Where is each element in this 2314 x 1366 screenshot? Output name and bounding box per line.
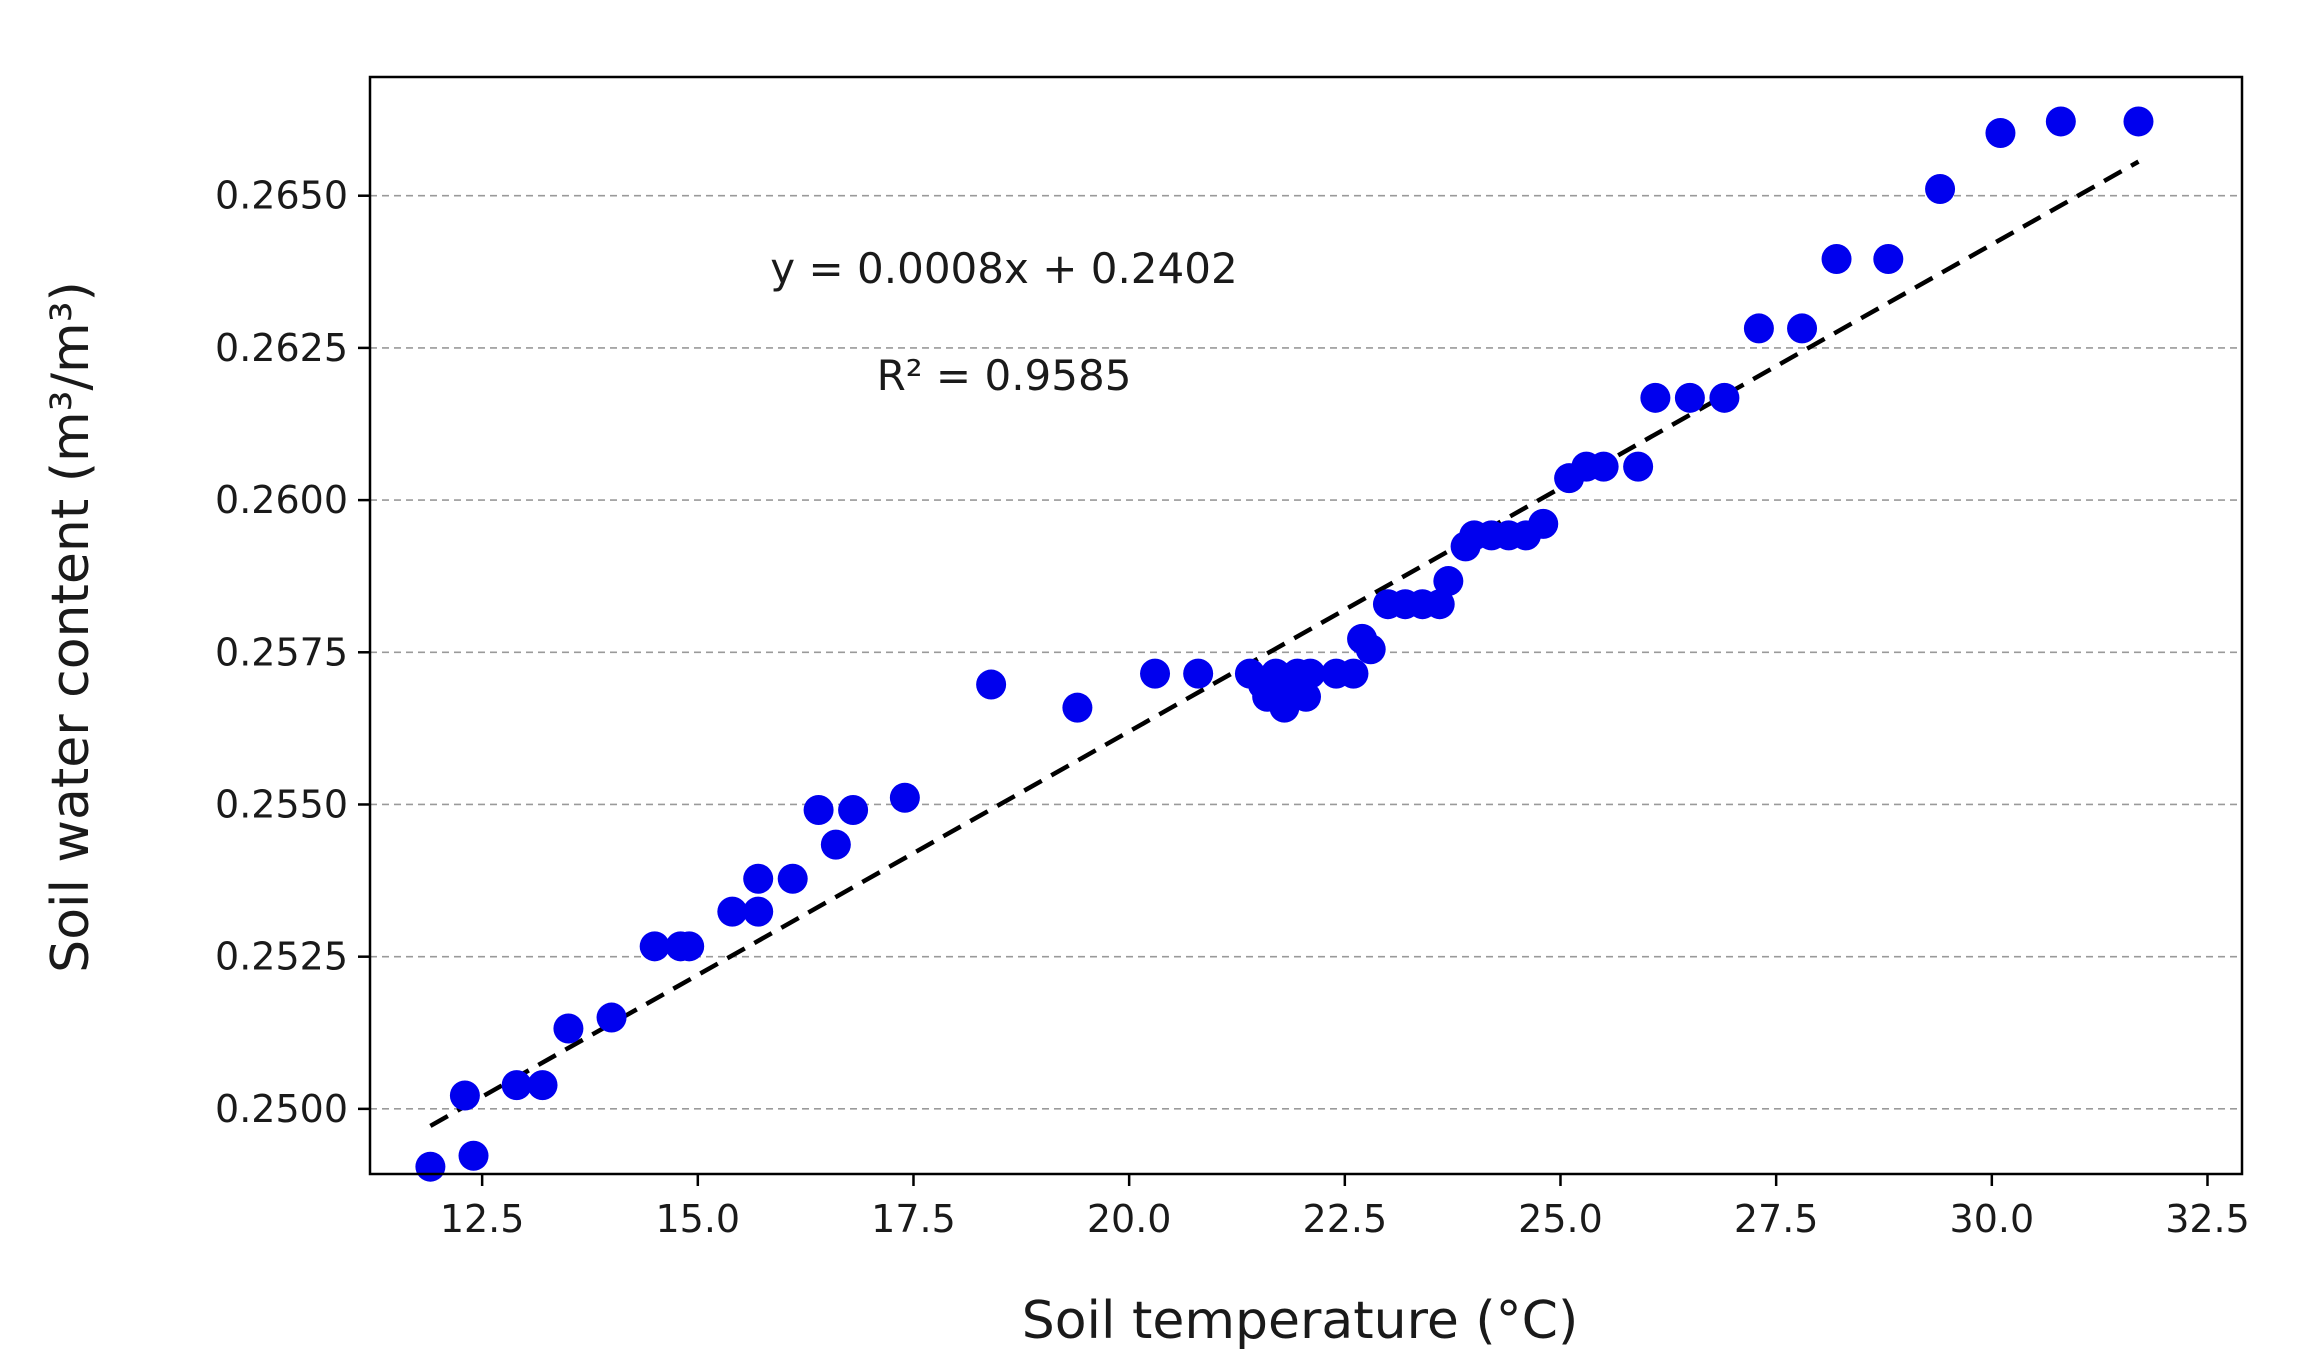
data-point: [889, 782, 920, 813]
r-squared: R² = 0.9585: [877, 351, 1132, 400]
data-point: [2045, 106, 2076, 137]
data-point: [1588, 451, 1619, 482]
data-point: [553, 1013, 584, 1044]
x-axis-title: Soil temperature (°C): [1022, 1291, 1579, 1351]
x-axis-ticks: 12.5 15.0 17.5 20.0 22.5 25.0 27.5 30.0 32.5: [440, 1174, 2250, 1241]
y-tick-label: 0.2525: [215, 935, 348, 979]
data-point: [803, 794, 834, 825]
data-point: [1640, 382, 1671, 413]
y-tick-label: 0.2550: [215, 782, 348, 826]
data-point: [1709, 382, 1740, 413]
y-tick-label: 0.2625: [215, 326, 348, 370]
y-tick-label: 0.2650: [215, 174, 348, 218]
data-point: [415, 1151, 446, 1182]
data-point: [2123, 106, 2154, 137]
data-points: [415, 106, 2154, 1182]
data-point: [1821, 244, 1852, 275]
data-point: [674, 931, 705, 962]
y-tick-label: 0.2575: [215, 630, 348, 674]
x-tick-label: 15.0: [656, 1197, 741, 1241]
data-point: [1183, 658, 1214, 689]
data-point: [1623, 451, 1654, 482]
y-axis-title: Soil water content (m³/m³): [41, 281, 101, 973]
data-point: [1743, 313, 1774, 344]
plot-frame: [368, 75, 2244, 1176]
data-point: [1140, 658, 1171, 689]
y-tick-label: 0.2500: [215, 1087, 348, 1131]
x-tick-label: 12.5: [440, 1197, 525, 1241]
x-tick-label: 30.0: [1950, 1197, 2035, 1241]
data-point: [1291, 681, 1321, 712]
data-point: [820, 829, 851, 860]
x-tick-label: 17.5: [871, 1197, 956, 1241]
data-point: [501, 1070, 532, 1101]
data-point: [1873, 244, 1904, 275]
data-point: [1424, 589, 1455, 620]
data-point: [743, 896, 774, 927]
data-point: [777, 863, 808, 894]
x-tick-label: 22.5: [1303, 1197, 1388, 1241]
x-tick-label: 25.0: [1518, 1197, 1603, 1241]
data-point: [1787, 313, 1818, 344]
data-point: [1355, 634, 1386, 665]
data-point: [717, 896, 748, 927]
data-point: [1528, 508, 1559, 539]
data-point: [458, 1140, 489, 1171]
data-point: [1062, 692, 1093, 723]
y-tick-label: 0.2600: [215, 478, 348, 522]
data-point: [1674, 382, 1705, 413]
x-tick-label: 20.0: [1087, 1197, 1172, 1241]
data-point: [838, 794, 869, 825]
fit-equation: y = 0.0008x + 0.2402: [770, 244, 1237, 293]
data-point: [1295, 658, 1326, 689]
grid-lines: [370, 194, 2242, 1110]
data-point: [1985, 118, 2016, 149]
fit-line: [429, 159, 2140, 1128]
data-point: [743, 863, 774, 894]
data-point: [1338, 658, 1369, 689]
x-tick-label: 27.5: [1734, 1197, 1819, 1241]
y-axis-ticks: 0.2500 0.2525 0.2550 0.2575 0.2600 0.2625 0.26…: [215, 174, 370, 1131]
data-point: [976, 669, 1007, 700]
data-point: [449, 1080, 480, 1111]
data-point: [527, 1070, 558, 1101]
data-point: [596, 1002, 627, 1033]
data-point: [1925, 174, 1956, 205]
data-point: [639, 931, 670, 962]
data-point: [1433, 566, 1464, 597]
x-tick-label: 32.5: [2165, 1197, 2250, 1241]
